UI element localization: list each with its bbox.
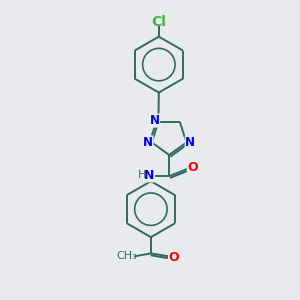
Text: N: N [144, 169, 154, 182]
Text: N: N [185, 136, 195, 149]
Text: O: O [188, 161, 198, 174]
Text: Cl: Cl [152, 15, 166, 29]
Text: N: N [143, 136, 153, 149]
Text: O: O [169, 251, 179, 264]
Text: H: H [138, 170, 146, 180]
Text: N: N [150, 114, 160, 127]
Text: CH₃: CH₃ [116, 251, 137, 261]
